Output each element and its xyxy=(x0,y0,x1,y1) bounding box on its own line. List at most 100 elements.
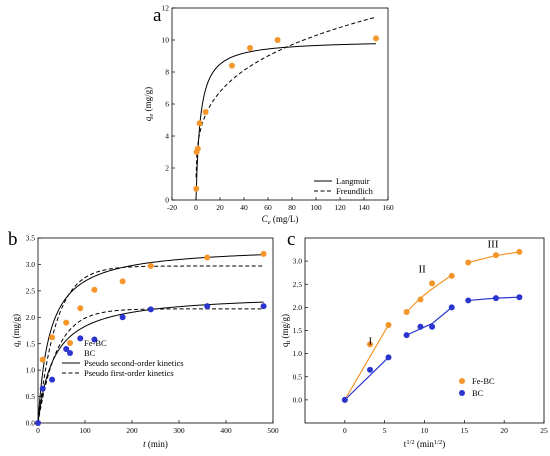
legend-marker xyxy=(459,378,465,384)
y-tick-label: 2.5 xyxy=(26,286,36,295)
data-point xyxy=(373,35,379,42)
data-point xyxy=(492,252,499,259)
data-point xyxy=(429,280,436,287)
label-part: (min xyxy=(415,439,435,449)
y-tick-label: 1.5 xyxy=(293,326,303,335)
x-tick-label: 500 xyxy=(267,426,279,435)
data-point xyxy=(49,334,56,341)
label-part: t xyxy=(143,439,146,449)
y-tick-label: 2.0 xyxy=(293,303,303,312)
freundlich-curve xyxy=(195,16,377,178)
data-point xyxy=(35,420,41,426)
data-point xyxy=(417,296,424,303)
y-tick-label: 0 xyxy=(165,196,169,205)
data-point xyxy=(39,356,46,363)
x-tick-label: 25 xyxy=(540,426,548,435)
stage-fit-line xyxy=(344,324,390,401)
data-point xyxy=(147,306,154,313)
data-point xyxy=(77,335,84,342)
data-point xyxy=(196,120,203,127)
label-part: C xyxy=(262,214,269,224)
stage-fit-line xyxy=(406,274,453,313)
label-part: 1/2 xyxy=(406,439,414,446)
data-point xyxy=(260,250,267,257)
x-tick-label: 100 xyxy=(310,203,322,212)
x-tick-label: 5 xyxy=(383,426,387,435)
label-part: t xyxy=(16,341,23,343)
legend-label-freundlich: Freundlich xyxy=(336,186,374,196)
stage-fit-line xyxy=(344,356,389,401)
data-point xyxy=(403,309,410,315)
x-tick-label: 10 xyxy=(421,426,429,435)
data-point xyxy=(119,314,126,321)
panel-label-b: b xyxy=(8,229,18,250)
x-tick-label: 400 xyxy=(220,426,232,435)
label-part: (mg/g) xyxy=(11,314,21,341)
y-tick-label: 8 xyxy=(165,68,169,77)
data-point xyxy=(63,319,70,326)
pso-curve xyxy=(37,254,264,424)
label-part: (min) xyxy=(146,439,168,449)
y-tick-label: 3.0 xyxy=(293,257,303,266)
y-tick-label: 0.5 xyxy=(293,372,303,381)
label-part: (mg/g) xyxy=(143,87,153,114)
y-axis-label: qt (mg/g) xyxy=(280,314,292,347)
label-part: 1/2 xyxy=(434,439,442,446)
x-tick-label: 120 xyxy=(334,203,346,212)
data-point xyxy=(193,185,200,192)
x-tick-label: 40 xyxy=(240,203,248,212)
data-point xyxy=(385,321,392,328)
x-tick-label: 20 xyxy=(500,426,508,435)
data-point xyxy=(260,303,267,310)
label-part: q xyxy=(143,116,153,121)
data-point xyxy=(77,305,84,312)
x-axis-label: t1/2 (min1/2) xyxy=(404,439,445,449)
y-tick-label: 0.0 xyxy=(293,395,303,404)
data-point xyxy=(417,323,424,330)
data-point xyxy=(465,297,472,304)
y-tick-label: 4 xyxy=(165,132,169,141)
data-point xyxy=(429,323,436,330)
y-tick-label: 0.5 xyxy=(26,392,36,401)
x-tick-label: 140 xyxy=(358,203,370,212)
data-point xyxy=(202,109,209,115)
y-tick-label: 3.5 xyxy=(26,234,36,243)
y-tick-label: 12 xyxy=(162,4,170,13)
y-tick-label: 1.0 xyxy=(26,366,36,375)
panel-label-a: a xyxy=(153,5,162,26)
data-point xyxy=(229,62,235,69)
label-part: (mg/L) xyxy=(271,214,299,224)
x-tick-label: 300 xyxy=(173,426,185,435)
label-part: (mg/g) xyxy=(280,314,290,341)
y-tick-label: 2.0 xyxy=(26,313,36,322)
data-point xyxy=(341,396,348,403)
data-point xyxy=(49,376,56,383)
label-part: t xyxy=(285,341,292,343)
label-part: e xyxy=(268,219,271,226)
data-point xyxy=(367,366,374,373)
panel-b: 0 100 200 300 400 500 0.0 0.5 1.0 1.5 2.0 2.5 3.0 3.5… xyxy=(8,229,279,449)
legend-marker xyxy=(459,390,465,396)
y-tick-label: 6 xyxy=(165,100,169,109)
data-point xyxy=(119,278,126,285)
x-tick-label: 15 xyxy=(461,426,469,435)
label-part: ) xyxy=(442,439,445,449)
legend-marker xyxy=(67,340,73,346)
x-tick-label: -20 xyxy=(167,203,177,212)
y-tick-label: 3.0 xyxy=(26,260,36,269)
x-tick-label: 0 xyxy=(343,426,347,435)
y-tick-label: 0.0 xyxy=(26,419,36,428)
y-tick-label: 2.5 xyxy=(293,280,303,289)
data-point xyxy=(247,45,253,51)
data-point xyxy=(194,145,201,152)
stage-label: I xyxy=(368,335,372,347)
y-tick-label: 10 xyxy=(162,36,170,45)
x-tick-label: 160 xyxy=(382,203,394,212)
label-part: q xyxy=(11,342,21,347)
x-tick-label: 80 xyxy=(288,203,296,212)
stage-label: III xyxy=(488,238,499,250)
data-point xyxy=(274,37,281,43)
y-tick-label: 1.0 xyxy=(293,349,303,358)
